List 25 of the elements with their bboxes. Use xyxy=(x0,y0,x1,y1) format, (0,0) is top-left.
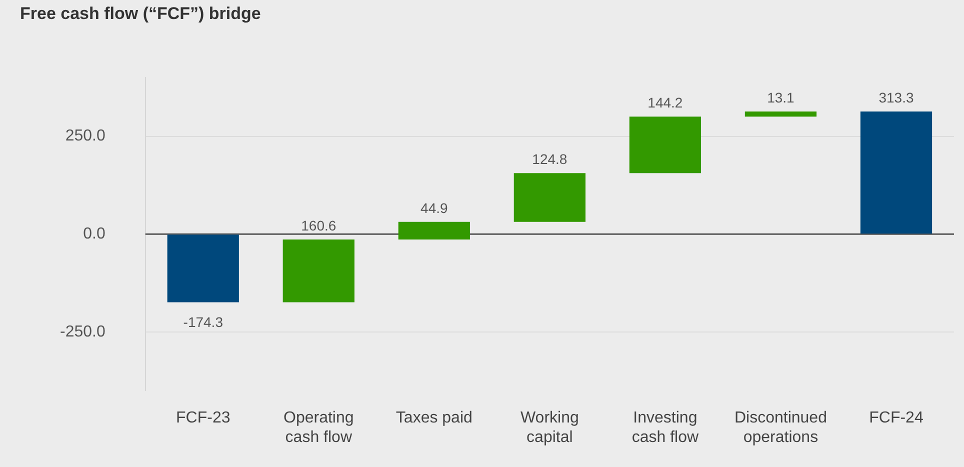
bar xyxy=(514,173,586,222)
bar xyxy=(744,112,817,117)
x-tick-label: Taxes paid xyxy=(396,410,472,427)
x-tick-label: FCF-23 xyxy=(176,410,230,427)
y-tick-label: -250.0 xyxy=(60,323,106,340)
data-label: 313.3 xyxy=(878,89,914,106)
data-label: -174.3 xyxy=(183,314,224,330)
chart-title: Free cash flow (“FCF”) bridge xyxy=(20,4,261,24)
data-label: 144.2 xyxy=(648,94,683,111)
x-tick-label: Operating cash flow xyxy=(284,410,354,446)
bar xyxy=(860,112,932,234)
bar xyxy=(629,116,702,174)
data-label: 44.9 xyxy=(420,200,448,216)
x-tick-label: FCF-24 xyxy=(869,410,924,427)
data-label: 13.1 xyxy=(767,89,795,106)
x-tick-label: Investing cash flow xyxy=(632,410,699,446)
bar xyxy=(282,239,354,302)
bar xyxy=(167,234,239,302)
bar xyxy=(398,222,470,240)
y-tick-label: 250.0 xyxy=(65,128,106,145)
y-tick-label: 0.0 xyxy=(83,226,106,243)
data-label: 160.6 xyxy=(301,217,336,234)
x-tick-label: Working capital xyxy=(520,410,579,446)
x-tick-label: Discontinued operations xyxy=(734,410,827,446)
data-label: 124.8 xyxy=(532,150,568,167)
